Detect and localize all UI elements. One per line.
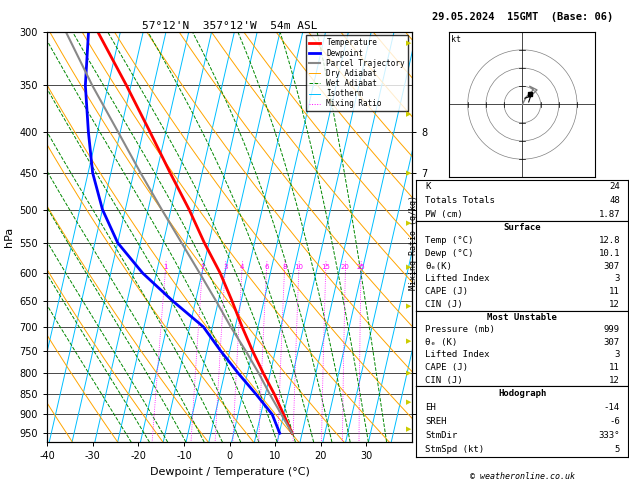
Text: θₑ (K): θₑ (K): [425, 338, 457, 347]
Text: Dewp (°C): Dewp (°C): [425, 249, 473, 258]
Text: 3: 3: [615, 275, 620, 283]
Text: CIN (J): CIN (J): [425, 300, 462, 309]
Text: StmDir: StmDir: [425, 431, 457, 440]
Text: Surface: Surface: [504, 223, 541, 232]
Text: 5: 5: [615, 445, 620, 454]
Text: 3: 3: [615, 350, 620, 360]
Text: CIN (J): CIN (J): [425, 376, 462, 384]
Text: ▶: ▶: [406, 427, 411, 433]
Title: 57°12'N  357°12'W  54m ASL: 57°12'N 357°12'W 54m ASL: [142, 21, 318, 31]
Text: 11: 11: [609, 363, 620, 372]
Text: 12.8: 12.8: [598, 236, 620, 245]
Text: 29.05.2024  15GMT  (Base: 06): 29.05.2024 15GMT (Base: 06): [431, 12, 613, 22]
Text: 20: 20: [341, 264, 350, 270]
Text: 1: 1: [163, 264, 168, 270]
Text: CAPE (J): CAPE (J): [425, 363, 468, 372]
Y-axis label: hPa: hPa: [4, 227, 14, 247]
Text: Hodograph: Hodograph: [498, 389, 547, 398]
Text: ▶: ▶: [406, 399, 411, 405]
Text: 10: 10: [294, 264, 303, 270]
Text: Pressure (mb): Pressure (mb): [425, 325, 495, 334]
Text: 999: 999: [604, 325, 620, 334]
Text: © weatheronline.co.uk: © weatheronline.co.uk: [470, 472, 575, 481]
Text: Most Unstable: Most Unstable: [487, 313, 557, 322]
Text: ▶: ▶: [406, 40, 411, 46]
Text: 307: 307: [604, 338, 620, 347]
Text: ▶: ▶: [406, 264, 411, 270]
Text: LCL: LCL: [416, 432, 432, 441]
Text: 48: 48: [609, 196, 620, 205]
Text: 24: 24: [609, 182, 620, 191]
Text: 11: 11: [609, 287, 620, 296]
Text: 2: 2: [200, 264, 204, 270]
Text: Mixing Ratio (g/kg): Mixing Ratio (g/kg): [409, 195, 418, 291]
Text: Lifted Index: Lifted Index: [425, 350, 489, 360]
Text: 6: 6: [264, 264, 269, 270]
Text: -14: -14: [604, 403, 620, 412]
Text: 15: 15: [321, 264, 330, 270]
Text: 12: 12: [609, 300, 620, 309]
Text: StmSpd (kt): StmSpd (kt): [425, 445, 484, 454]
Legend: Temperature, Dewpoint, Parcel Trajectory, Dry Adiabat, Wet Adiabat, Isotherm, Mi: Temperature, Dewpoint, Parcel Trajectory…: [306, 35, 408, 111]
Text: 3: 3: [223, 264, 228, 270]
Text: kt: kt: [451, 35, 461, 44]
Text: Totals Totals: Totals Totals: [425, 196, 495, 205]
Text: 333°: 333°: [598, 431, 620, 440]
Text: PW (cm): PW (cm): [425, 210, 462, 219]
X-axis label: Dewpoint / Temperature (°C): Dewpoint / Temperature (°C): [150, 467, 309, 477]
Text: ▶: ▶: [406, 170, 411, 176]
Text: 307: 307: [604, 261, 620, 271]
Text: 10.1: 10.1: [598, 249, 620, 258]
Text: 25: 25: [357, 264, 365, 270]
Text: ▶: ▶: [406, 370, 411, 376]
Text: Lifted Index: Lifted Index: [425, 275, 489, 283]
Text: -6: -6: [609, 417, 620, 426]
Text: K: K: [425, 182, 430, 191]
Text: θₑ(K): θₑ(K): [425, 261, 452, 271]
Text: ▶: ▶: [406, 303, 411, 309]
Text: ▶: ▶: [406, 111, 411, 117]
Text: 1.87: 1.87: [598, 210, 620, 219]
Text: 8: 8: [282, 264, 287, 270]
Text: EH: EH: [425, 403, 436, 412]
Text: ▶: ▶: [406, 338, 411, 345]
Text: 12: 12: [609, 376, 620, 384]
Text: ▶: ▶: [406, 220, 411, 226]
Y-axis label: km
ASL: km ASL: [429, 226, 447, 248]
Text: Temp (°C): Temp (°C): [425, 236, 473, 245]
Text: CAPE (J): CAPE (J): [425, 287, 468, 296]
Text: SREH: SREH: [425, 417, 447, 426]
Text: 4: 4: [240, 264, 244, 270]
